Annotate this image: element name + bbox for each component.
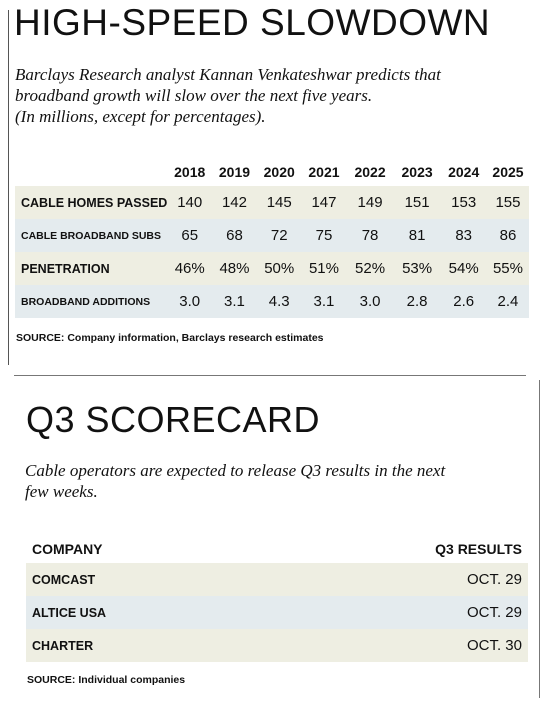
scorecard-table: COMPANY Q3 RESULTS COMCAST OCT. 29 ALTIC… [26,535,528,662]
table-cell: 2.4 [486,285,529,318]
year-header: 2024 [448,164,480,180]
table-cell: 4.3 [256,285,302,318]
year-header: 2022 [354,164,386,180]
table-cell: 155 [486,186,529,219]
year-header: 2023 [401,164,433,180]
table-cell: 151 [393,186,441,219]
left-rule [8,10,9,365]
table-cell: 142 [212,186,257,219]
section2-description: Cable operators are expected to release … [25,460,525,502]
row-label: PENETRATION [15,252,168,285]
row-label: CABLE HOMES PASSED [15,186,168,219]
table-cell: 53% [393,252,441,285]
year-header: 2025 [492,164,524,180]
year-header: 2020 [263,164,295,180]
company-name: CHARTER [32,638,94,653]
row-label: CABLE BROADBAND SUBS [15,219,168,252]
table-row: BROADBAND ADDITIONS 3.0 3.1 4.3 3.1 3.0 … [15,285,529,318]
table-cell: 147 [301,186,347,219]
year-header: 2021 [308,164,340,180]
table-row: CABLE BROADBAND SUBS 65 68 72 75 78 81 8… [15,219,529,252]
table-cell: 86 [486,219,529,252]
section1-title: HIGH-SPEED SLOWDOWN [14,2,491,43]
section2-title: Q3 SCORECARD [26,399,321,440]
table-cell: 140 [167,186,213,219]
section2-description-line: few weeks. [25,482,98,501]
section1-description: Barclays Research analyst Kannan Venkate… [15,64,530,127]
table-cell: 65 [167,219,213,252]
header-label-cell [15,158,167,186]
table-cell: 149 [346,186,394,219]
company-name: ALTICE USA [32,605,107,620]
table-cell: 2.8 [393,285,441,318]
table-cell: 68 [212,219,257,252]
table-cell: 3.0 [346,285,394,318]
company-name: COMCAST [32,572,96,587]
scorecard-header: COMPANY Q3 RESULTS [26,535,528,563]
company-column-header: COMPANY [32,541,103,557]
results-column-header: Q3 RESULTS [435,541,522,557]
table-cell: 46% [167,252,213,285]
section-divider [14,375,526,376]
table-row: PENETRATION 46% 48% 50% 51% 52% 53% 54% … [15,252,529,285]
table-cell: 51% [301,252,347,285]
section1-description-line: Barclays Research analyst Kannan Venkate… [15,65,441,84]
table-cell: 153 [440,186,487,219]
scorecard-row: CHARTER OCT. 30 [26,629,528,662]
table-cell: 75 [301,219,347,252]
table-cell: 55% [486,252,529,285]
table-cell: 145 [256,186,302,219]
table-cell: 3.1 [212,285,257,318]
result-date: OCT. 29 [466,604,522,621]
right-rule [539,380,540,698]
table-cell: 48% [212,252,257,285]
table-cell: 3.1 [301,285,347,318]
section1-description-line: broadband growth will slow over the next… [15,86,373,105]
section1-source: SOURCE: Company information, Barclays re… [16,332,324,344]
table-cell: 3.0 [167,285,213,318]
section2-source: SOURCE: Individual companies [27,674,186,686]
table-cell: 54% [440,252,487,285]
table-cell: 78 [346,219,394,252]
table-row: CABLE HOMES PASSED 140 142 145 147 149 1… [15,186,529,219]
result-date: OCT. 29 [466,571,522,588]
table-header-row: 2018 2019 2020 2021 2022 2023 2024 2025 [15,158,529,186]
year-header: 2018 [174,164,206,180]
scorecard-row: COMCAST OCT. 29 [26,563,528,596]
table-cell: 50% [256,252,302,285]
broadband-forecast-table: 2018 2019 2020 2021 2022 2023 2024 2025 … [15,158,529,318]
section1-description-line: (In millions, except for percentages). [15,107,266,126]
section2-description-line: Cable operators are expected to release … [25,461,446,480]
result-date: OCT. 30 [466,637,522,654]
table-cell: 83 [440,219,487,252]
table-cell: 52% [346,252,394,285]
table-cell: 2.6 [440,285,487,318]
table-cell: 81 [393,219,441,252]
table-cell: 72 [256,219,302,252]
row-label: BROADBAND ADDITIONS [15,285,168,318]
year-header: 2019 [218,164,251,180]
scorecard-row: ALTICE USA OCT. 29 [26,596,528,629]
